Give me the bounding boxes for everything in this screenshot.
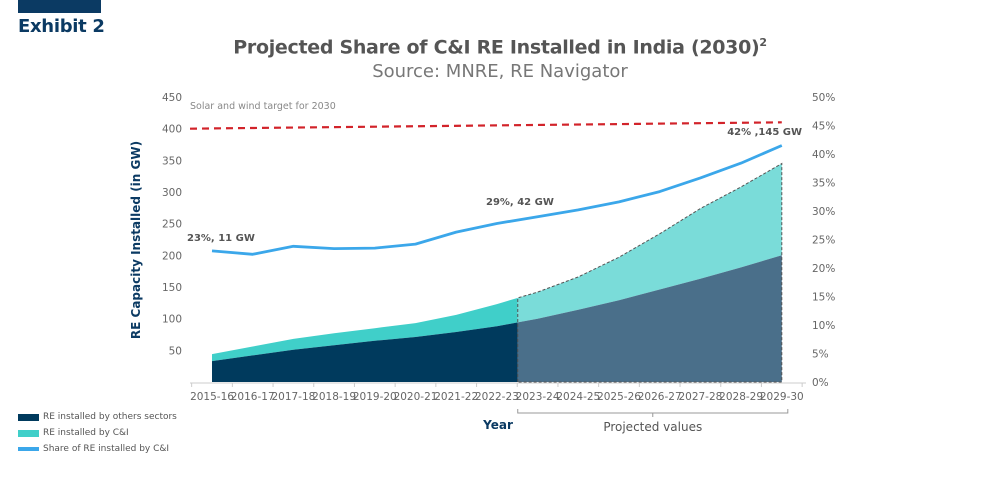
x-tick-label: 2024-25 [556,391,600,403]
y-left-tick-label: 150 [162,282,182,294]
x-tick-label: 2019-20 [353,391,397,403]
legend-swatch-others [18,413,39,421]
chart-title-text: Projected Share of C&I RE Installed in I… [233,36,760,59]
exhibit-header-bar [18,0,101,13]
x-tick-label: 2021-22 [434,391,478,403]
x-tick-label: 2029-30 [760,391,804,403]
x-tick-label: 2028-29 [719,391,763,403]
y-right-tick-label: 25% [812,235,835,247]
x-tick-label: 2015-16 [190,391,234,403]
y-right-tick-label: 35% [812,178,835,190]
exhibit-label: Exhibit 2 [18,16,105,37]
legend-swatch-share [18,447,39,451]
area-others-historical [212,322,518,382]
x-tick-label: 2022-23 [475,391,519,403]
x-tick-label: 2017-18 [271,391,315,403]
y-right-tick-label: 5% [812,349,829,361]
x-tick-label: 2018-19 [312,391,356,403]
legend-label-others: RE installed by others sectors [43,412,177,422]
y-right-tick-label: 45% [812,121,835,133]
y-right-tick-label: 40% [812,149,835,161]
y-right-tick-label: 20% [812,263,835,275]
x-tick-label: 2016-17 [231,391,275,403]
x-tick-label: 2025-26 [597,391,641,403]
y-axis-label: RE Capacity Installed (in GW) [129,141,143,339]
legend-label-share: Share of RE installed by C&I [43,444,170,454]
area-ci-projected [517,163,782,323]
chart-title-footnote: 2 [759,36,767,49]
y-right-tick-label: 0% [812,377,829,389]
data-annotation: 29%, 42 GW [486,197,554,208]
x-tick-label: 2026-27 [638,391,682,403]
area-ci-historical [212,297,518,362]
y-left-tick-label: 250 [162,219,182,231]
projected-values-label: Projected values [603,420,702,434]
y-right-tick-label: 15% [812,292,835,304]
y-right-tick-label: 30% [812,206,835,218]
share-line [211,144,783,256]
y-left-tick-label: 400 [162,124,182,136]
x-tick-label: 2020-21 [394,391,438,403]
area-others-projected [517,255,782,382]
x-tick-label: 2023-24 [516,391,560,403]
x-tick-label: 2027-28 [678,391,722,403]
legend-item-others: RE installed by others sectors [18,409,177,425]
legend-swatch-ci [18,429,39,437]
y-right-tick-label: 50% [812,92,835,104]
y-left-tick-label: 300 [162,187,182,199]
target-line [189,121,782,130]
x-axis-label: Year [482,418,513,432]
chart-title: Projected Share of C&I RE Installed in I… [0,36,1000,58]
chart-subtitle: Source: MNRE, RE Navigator [372,61,628,82]
y-left-tick-label: 100 [162,314,182,326]
projected-region-outline [517,162,783,383]
y-right-tick-label: 10% [812,320,835,332]
projected-bracket [517,409,789,417]
y-left-tick-label: 200 [162,250,182,262]
legend-item-ci: RE installed by C&I [18,425,177,441]
data-annotation: 42% ,145 GW [727,127,802,138]
legend: RE installed by others sectors RE instal… [18,409,177,457]
target-label: Solar and wind target for 2030 [190,101,336,112]
y-left-tick-label: 50 [169,345,182,357]
legend-item-share: Share of RE installed by C&I [18,441,177,457]
data-annotation: 23%, 11 GW [187,233,255,244]
y-left-tick-label: 350 [162,155,182,167]
y-left-tick-label: 450 [162,92,182,104]
legend-label-ci: RE installed by C&I [43,428,129,438]
